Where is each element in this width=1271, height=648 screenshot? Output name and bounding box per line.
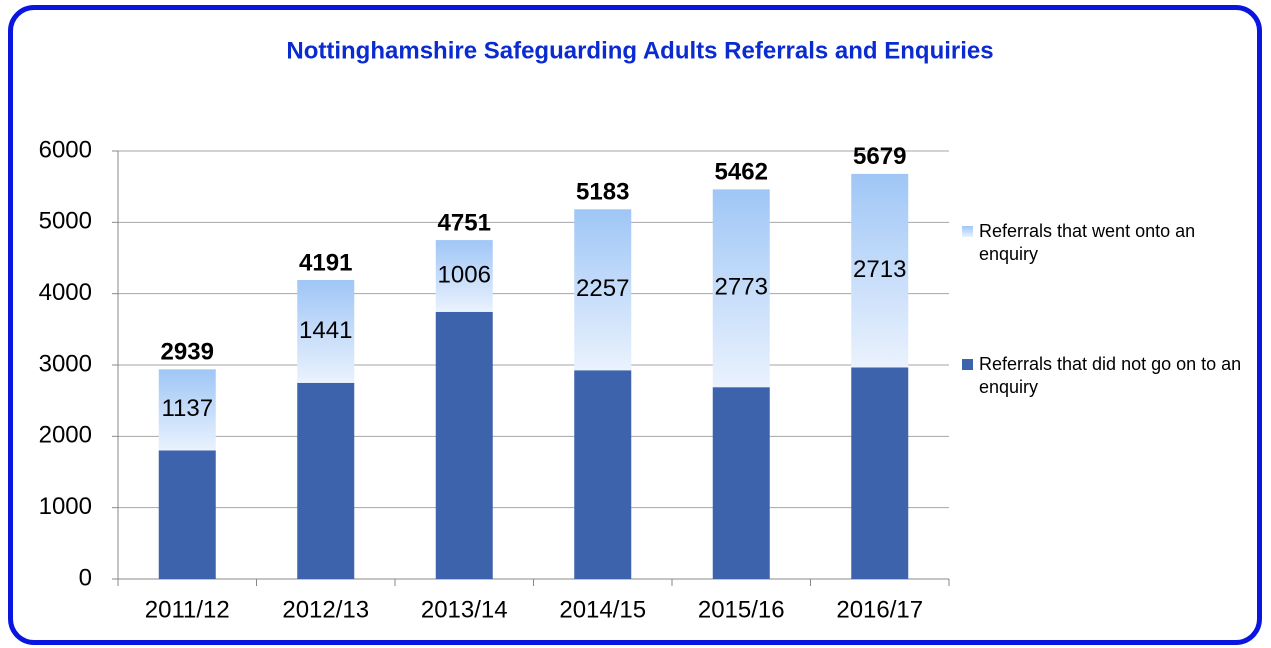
legend-swatch (962, 226, 973, 237)
x-tick-label: 2012/13 (282, 596, 369, 623)
y-tick-label: 6000 (39, 136, 92, 163)
x-tick-label: 2016/17 (836, 596, 923, 623)
y-tick-label: 2000 (39, 422, 92, 449)
bar-segment (435, 311, 493, 579)
bar-segment (712, 189, 770, 388)
data-label: 1137 (161, 395, 213, 422)
bar-segment (158, 369, 216, 451)
bar-segment (574, 370, 632, 579)
y-tick-label: 3000 (39, 350, 92, 377)
total-label: 2939 (161, 339, 214, 366)
total-label: 4191 (299, 249, 352, 276)
x-tick-label: 2014/15 (559, 596, 646, 623)
data-label: 2773 (715, 274, 768, 301)
y-tick-label: 5000 (39, 208, 92, 235)
bar-segment (851, 173, 909, 368)
y-tick-label: 1000 (39, 493, 92, 520)
bar-segment (297, 382, 355, 579)
data-label: 2713 (853, 256, 906, 283)
data-label: 2257 (576, 275, 629, 302)
total-label: 4751 (438, 209, 491, 236)
legend-label: Referrals that did not go on to an enqui… (979, 354, 1242, 397)
y-tick-label: 4000 (39, 279, 92, 306)
chart-title: Nottinghamshire Safeguarding Adults Refe… (286, 37, 993, 64)
x-tick-label: 2015/16 (698, 596, 785, 623)
x-tick-label: 2013/14 (421, 596, 508, 623)
y-tick-label: 0 (79, 564, 92, 591)
frame (8, 5, 1262, 645)
legend-label: Referrals that went onto an enquiry (979, 221, 1196, 264)
bar-segment (851, 367, 909, 579)
total-label: 5183 (576, 179, 629, 206)
bar-segment (158, 450, 216, 579)
data-label: 1441 (299, 317, 352, 344)
legend-swatch (962, 359, 973, 370)
total-label: 5462 (715, 159, 768, 186)
bar-segment (574, 209, 632, 371)
bar-segment (712, 387, 770, 579)
bar-segment (297, 280, 355, 383)
data-label: 1006 (438, 261, 491, 288)
legend-item: Referrals that did not go on to an enqui… (962, 353, 1252, 399)
legend-item: Referrals that went onto an enquiry (962, 220, 1252, 266)
total-label: 5679 (853, 143, 906, 170)
x-tick-label: 2011/12 (145, 596, 230, 623)
bar-segment (435, 240, 493, 312)
